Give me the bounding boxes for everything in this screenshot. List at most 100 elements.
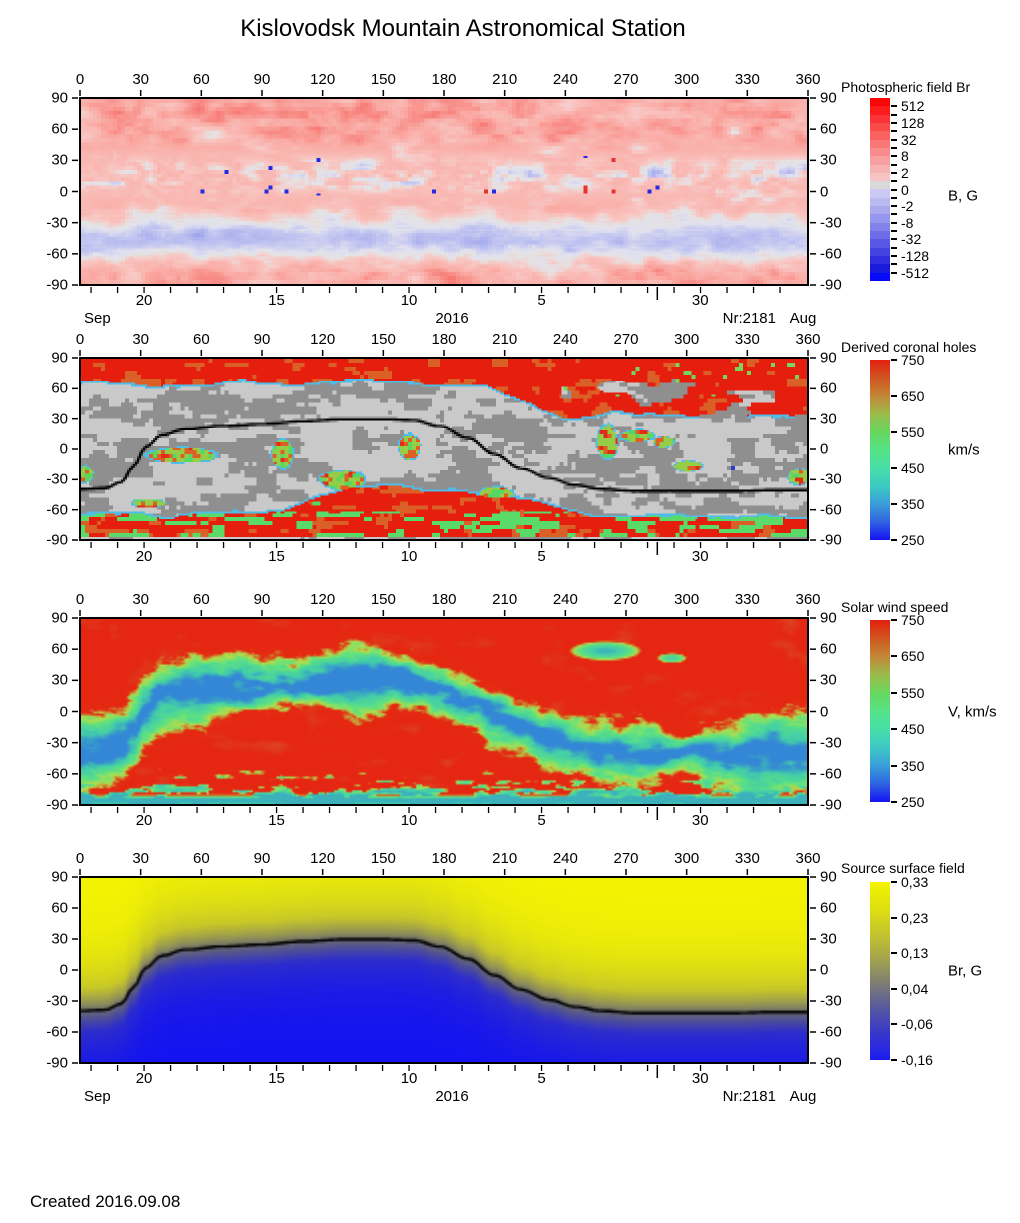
panel3-colorbar-label: 450	[901, 721, 925, 738]
panel1-lon-label: 150	[370, 71, 396, 88]
panel1-colorbar-segment	[870, 147, 890, 157]
panel2-lat-label-left: -90	[46, 531, 68, 549]
panel2-lon-label: 360	[795, 331, 821, 348]
panel3-lat-label-right: 0	[820, 703, 829, 720]
panel2-lat-label-left: 90	[51, 349, 68, 367]
panel1-lon-label: 240	[552, 71, 578, 88]
panel1-colorbar-tick	[891, 130, 897, 133]
panel3-lat-label-right: 60	[820, 640, 837, 658]
panel1-colorbar-tick	[891, 246, 897, 249]
panel4-lon-label: 240	[552, 850, 578, 867]
panel4-year-label: 2016	[435, 1088, 469, 1105]
panel3-lon-label: 330	[734, 591, 760, 608]
panel1-lon-label: 210	[492, 71, 518, 88]
panel2-lon-label: 270	[613, 331, 639, 348]
panel4-lat-label-right: -60	[820, 1023, 842, 1041]
panel1-colorbar-unit: B, G	[948, 187, 979, 205]
panel3-colorbar-label: 550	[901, 684, 925, 701]
panel2-date-label: 20	[135, 548, 153, 565]
panel3-date-label: 30	[691, 812, 709, 829]
panel4-lon-label: 0	[75, 850, 85, 867]
panel1-colorbar-tick	[891, 196, 897, 199]
panel2-colorbar-tick	[891, 539, 897, 541]
panel1-lon-label: 270	[613, 71, 639, 88]
panel4-lon-label: 120	[310, 850, 336, 867]
panel1-year-label: 2016	[435, 310, 469, 327]
panel2-date-label: 10	[400, 548, 418, 565]
panel1-colorbar-label: -512	[901, 264, 930, 281]
panel1-colorbar-tick	[891, 121, 897, 124]
panel1-colorbar-segment	[870, 247, 890, 256]
panel4-lon-label: 150	[370, 850, 396, 867]
panel4-lat-label-left: 90	[51, 868, 68, 886]
panel3-lat-label-left: 30	[51, 671, 68, 689]
panel4-lon-label: 300	[674, 850, 700, 867]
panel1-colorbar-label: 512	[901, 98, 925, 115]
panel4-colorbar-tick	[891, 916, 897, 919]
panel4-colorbar-label: -0,06	[901, 1016, 933, 1033]
panel4-lon-label: 330	[734, 850, 760, 867]
panel2-date-label: 15	[268, 548, 285, 565]
panel2-frame	[79, 357, 809, 541]
panel1-colorbar-label: 8	[901, 148, 909, 165]
panel4-lat-label-right: 30	[820, 930, 837, 948]
panel3-lon-label: 360	[795, 591, 821, 608]
panel1-lat-label-right: 0	[820, 183, 829, 200]
panel4-colorbar-label: 0,13	[901, 945, 929, 962]
panel1-lat-label-right: 90	[820, 89, 837, 107]
panel4-lon-label: 270	[613, 850, 639, 867]
panel4-axes-svg	[72, 869, 816, 1078]
panel4-lon-label: 90	[253, 850, 271, 867]
panel4-lon-label: 360	[795, 850, 821, 867]
panel3-map	[81, 619, 807, 804]
panel2-lat-label-right: 90	[820, 349, 837, 367]
panel2-date-label: 5	[537, 548, 546, 565]
panel3-lon-label: 300	[674, 591, 700, 608]
created-label: Created 2016.09.08	[30, 1192, 181, 1211]
panel1-lat-label-right: 30	[820, 151, 837, 169]
panel4-lon-label: 30	[132, 850, 149, 867]
panel4-lat-label-right: -90	[820, 1054, 842, 1072]
panel1-month-right-label: Aug	[789, 310, 817, 327]
panel1-colorbar-label: -2	[901, 198, 914, 215]
panel1-colorbar-tick	[891, 171, 897, 174]
panel1-colorbar-segment	[870, 231, 890, 240]
panel3-colorbar-label: 650	[901, 648, 925, 665]
panel1-colorbar-label: 128	[901, 114, 925, 131]
panel1-lat-label-left: -30	[46, 214, 68, 232]
panel4-colorbar-label: 0,33	[901, 874, 929, 890]
panel1-colorbar-segment	[870, 222, 890, 231]
panel1-colorbar-tick	[891, 238, 897, 241]
panel4-rotation-number-label: Nr:2181	[722, 1088, 776, 1105]
panel3-frame	[79, 617, 809, 806]
panel4-colorbar-unit: Br, G	[948, 962, 983, 980]
panel3-lon-label: 120	[310, 591, 336, 608]
panel1-colorbar-segment	[870, 264, 890, 273]
panel3-lon-label: 30	[132, 591, 149, 608]
panel4-lat-label-left: -30	[46, 992, 68, 1010]
panel1-colorbar-segment	[870, 131, 890, 140]
panel1-colorbar-segment	[870, 214, 890, 223]
panel4-date-label: 5	[537, 1070, 546, 1087]
panel2-lat-label-right: 60	[820, 379, 837, 397]
panel1-colorbar-tick	[891, 155, 897, 158]
panel1-colorbar-segment	[870, 156, 890, 165]
panel1-date-label: 10	[400, 292, 418, 309]
panel2-lon-label: 150	[370, 331, 396, 348]
panel1-colorbar-segment	[870, 122, 890, 132]
panel2-colorbar-tick	[891, 395, 897, 397]
panel2-lon-label: 330	[734, 331, 760, 348]
panel3-colorbar-title: Solar wind speed	[841, 599, 949, 615]
panel3-lat-label-right: -30	[820, 734, 842, 752]
panel4-month-right-label: Aug	[789, 1088, 817, 1105]
panel4-lat-label-right: 0	[820, 961, 829, 979]
panel1-colorbar-label: -128	[901, 248, 930, 265]
panel1-date-label: 5	[537, 292, 546, 309]
panel1-lat-label-right: -60	[820, 245, 842, 263]
panel1-colorbar-label: -8	[901, 214, 914, 231]
panel2-lat-label-left: 0	[59, 440, 68, 458]
panel3-lat-label-left: 60	[51, 640, 68, 658]
panel1-lon-label: 300	[674, 71, 700, 88]
panel4-month-left-label: Sep	[84, 1088, 111, 1105]
panel1-lon-label: 30	[132, 71, 149, 88]
